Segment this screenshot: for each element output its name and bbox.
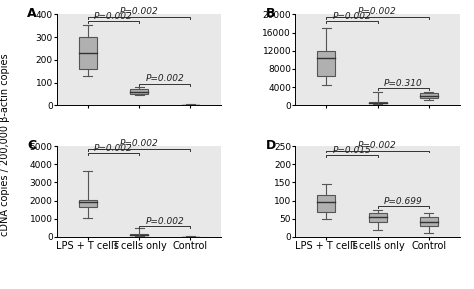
Bar (420, 217, 438, 226)
Text: P=0.002: P=0.002 (332, 12, 371, 21)
Text: cDNA copies / 200,000 β-actin copies: cDNA copies / 200,000 β-actin copies (0, 53, 10, 236)
Bar (420, 93, 438, 99)
Bar (130, 234, 148, 235)
Text: P=0.310: P=0.310 (384, 79, 423, 88)
Text: P=0.002: P=0.002 (120, 7, 158, 16)
Bar (79, 37, 97, 69)
Text: B: B (266, 7, 275, 20)
Bar (317, 51, 335, 76)
Text: P=0.002: P=0.002 (120, 139, 158, 149)
Text: P=0.002: P=0.002 (358, 141, 397, 150)
Text: P=0.002: P=0.002 (94, 144, 133, 153)
Bar (317, 195, 335, 212)
Bar (369, 102, 387, 103)
Text: A: A (27, 7, 37, 20)
Bar (130, 89, 148, 94)
Text: P=0.002: P=0.002 (94, 12, 133, 21)
Text: P=0.002: P=0.002 (358, 7, 397, 16)
Bar (369, 213, 387, 223)
Text: P=0.699: P=0.699 (384, 197, 423, 206)
Text: P=0.002: P=0.002 (146, 74, 184, 83)
Text: C: C (27, 139, 36, 152)
Text: P=0.015: P=0.015 (332, 146, 371, 155)
Text: P=0.002: P=0.002 (146, 217, 184, 226)
Text: D: D (266, 139, 276, 152)
Bar (79, 200, 97, 207)
